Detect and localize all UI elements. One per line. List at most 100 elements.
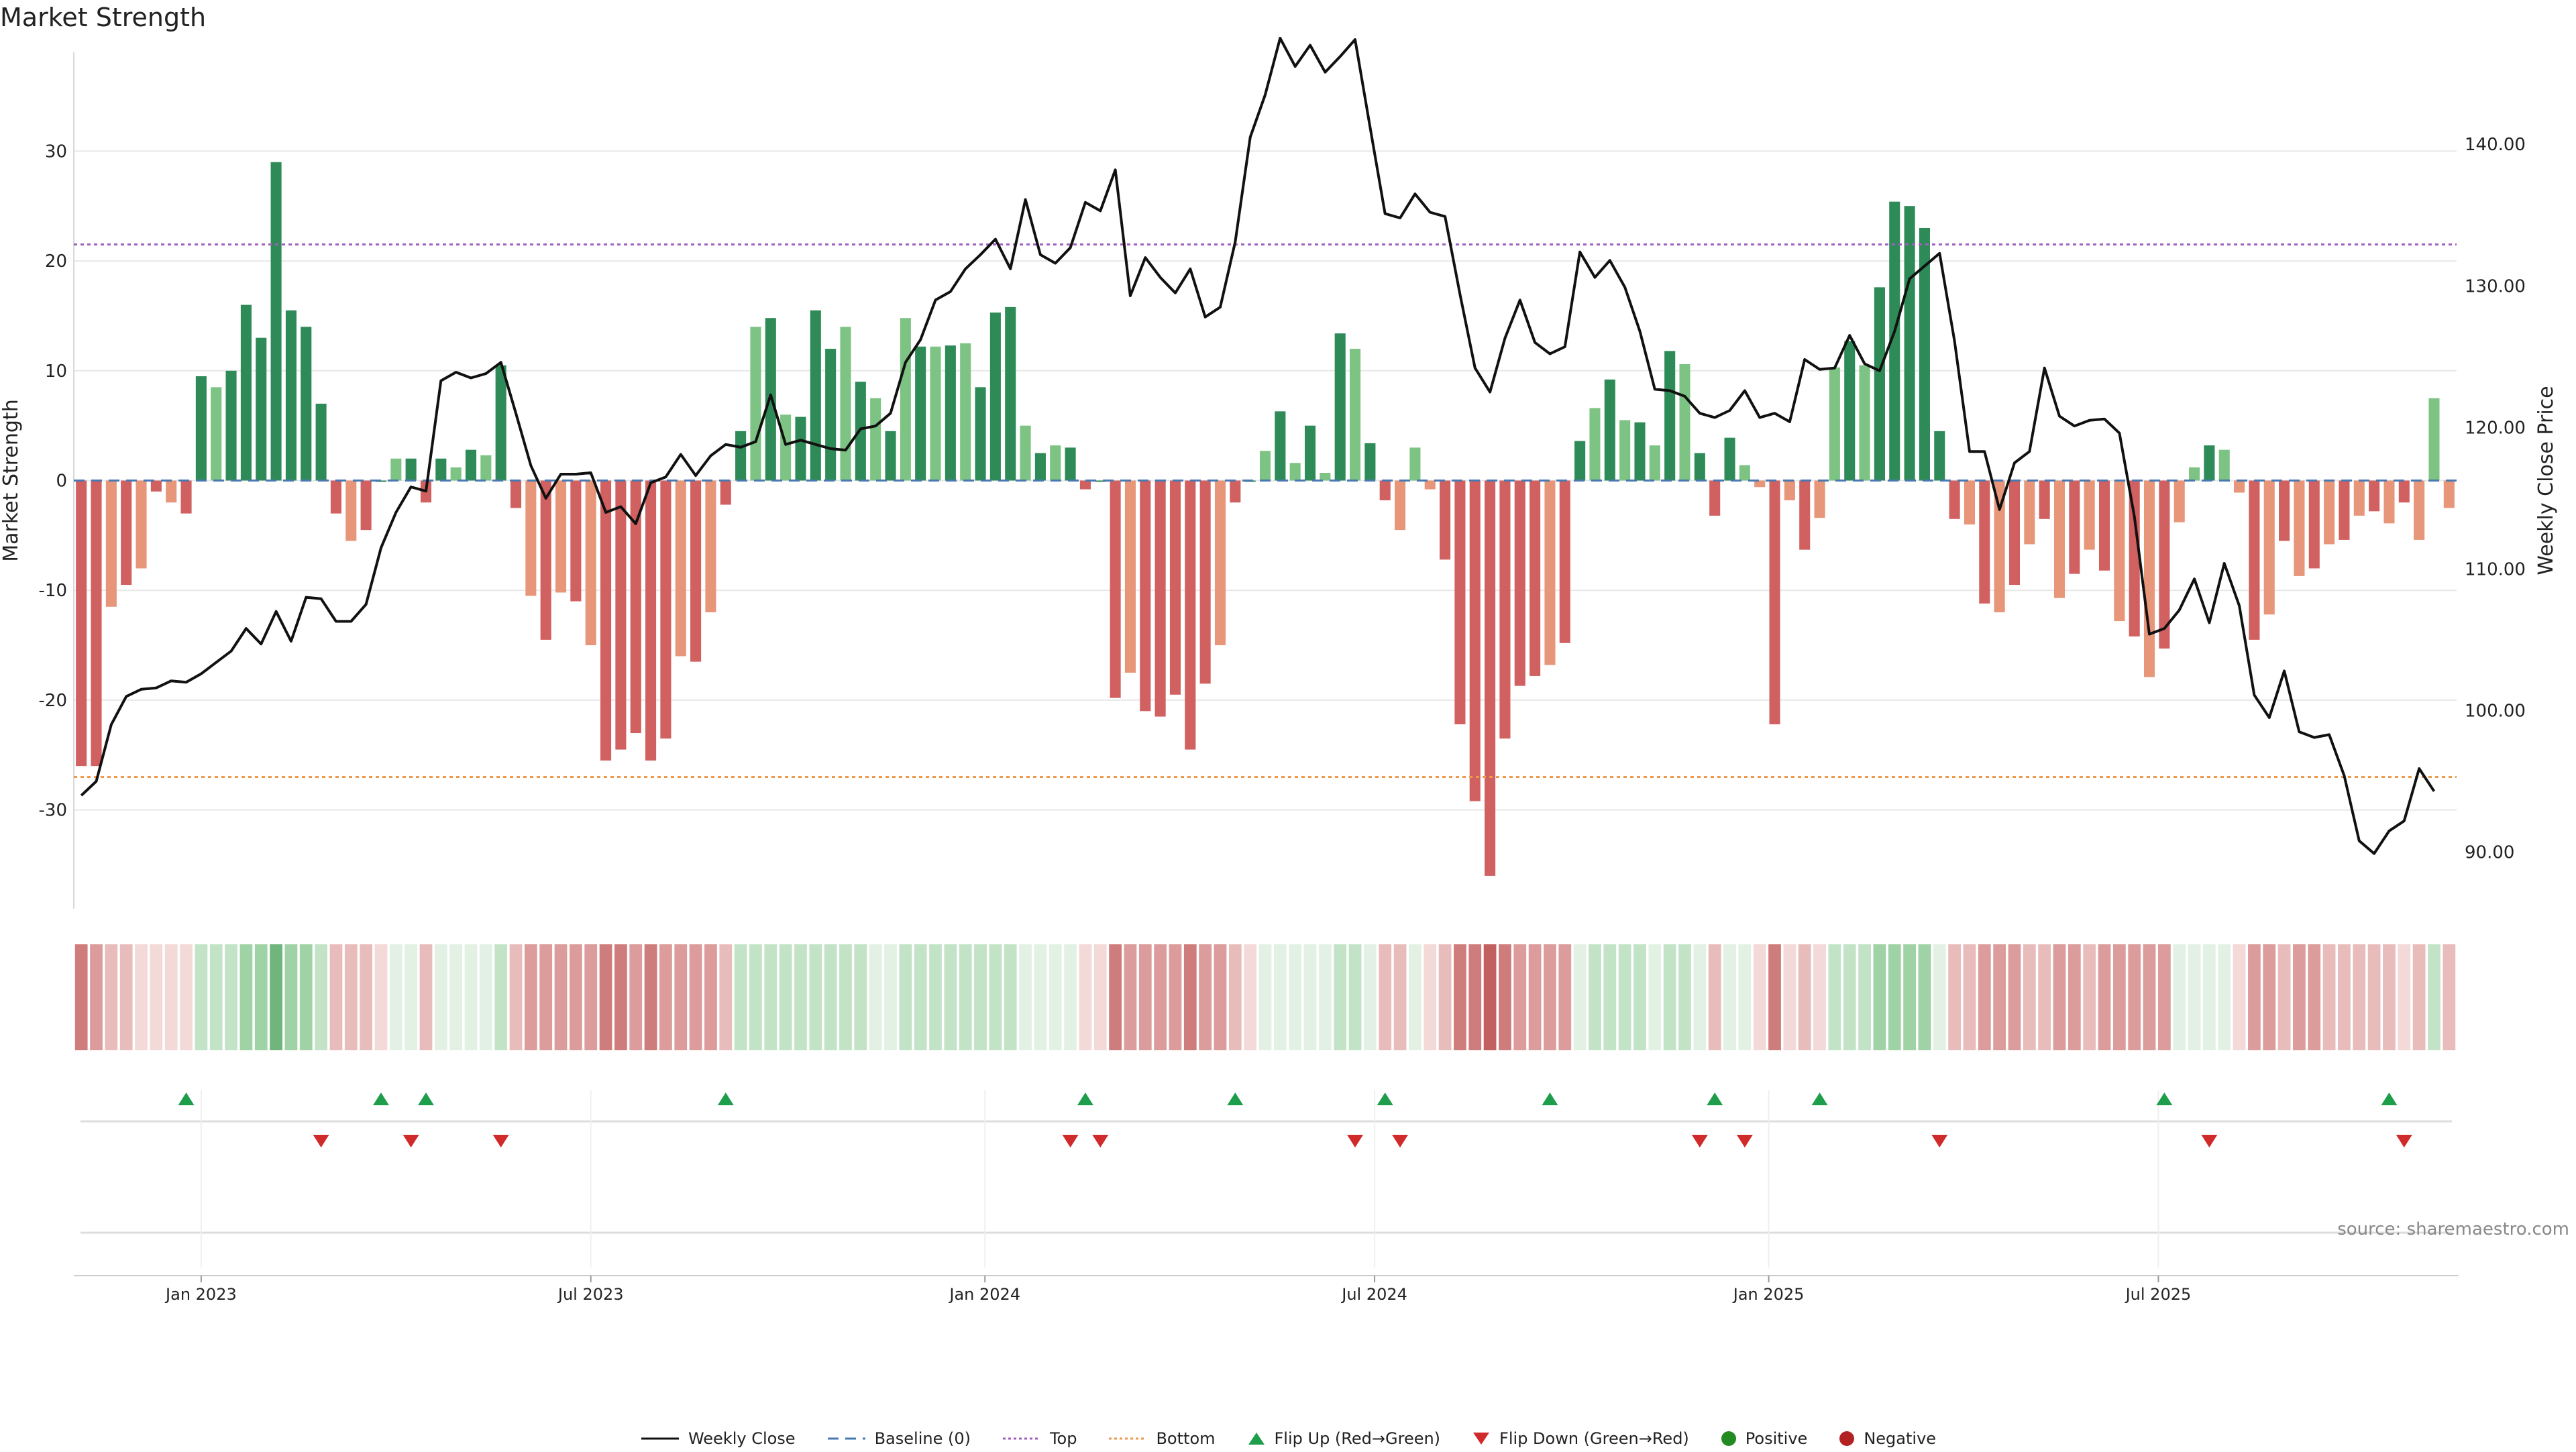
strength-strip-cell xyxy=(2053,944,2066,1050)
strength-strip-cell xyxy=(659,944,672,1050)
x-tick-label: Jan 2025 xyxy=(1732,1285,1805,1304)
strength-strip-cell xyxy=(329,944,343,1050)
y-tick-label: 0 xyxy=(56,471,67,492)
strength-strip-cell xyxy=(2428,944,2440,1050)
flip-down-marker xyxy=(2201,1135,2218,1148)
strength-bar xyxy=(2383,480,2395,524)
flip-down-marker xyxy=(1691,1135,1708,1148)
strength-bar xyxy=(705,480,716,612)
strength-strip-cell xyxy=(2367,944,2381,1050)
strength-strip-cell xyxy=(1708,944,1721,1050)
strength-bar xyxy=(345,480,357,541)
strength-bar xyxy=(915,346,926,481)
strength-bar xyxy=(2204,445,2215,481)
legend-item-flip-down[interactable]: Flip Down (Green→Red) xyxy=(1471,1429,1689,1448)
strength-bar xyxy=(1769,480,1780,724)
weekly-close-swatch-icon xyxy=(641,1437,679,1440)
strength-strip-cell xyxy=(2233,944,2246,1050)
strength-strip-cell xyxy=(449,944,463,1050)
strength-bar xyxy=(330,480,341,514)
strength-strip-cell xyxy=(1034,944,1047,1050)
strength-strip-cell xyxy=(270,944,282,1050)
strength-bar xyxy=(1739,465,1750,481)
strength-strip-cell xyxy=(1783,944,1796,1050)
y-tick-label: -20 xyxy=(39,691,67,711)
strength-strip-cell xyxy=(2277,944,2291,1050)
strength-strip-cell xyxy=(1723,944,1736,1050)
y2-tick-label: 140.00 xyxy=(2465,135,2526,155)
strength-strip-cell xyxy=(225,944,237,1050)
strength-strip-cell xyxy=(1589,944,1601,1050)
strength-strip-cell xyxy=(1603,944,1617,1050)
legend-item-top[interactable]: Top xyxy=(1002,1429,1077,1448)
strength-bar xyxy=(810,310,821,481)
strength-bar xyxy=(2414,480,2425,540)
flip-up-marker xyxy=(1811,1093,1828,1105)
legend-item-baseline[interactable]: Baseline (0) xyxy=(826,1429,971,1448)
strength-strip-cell xyxy=(1273,944,1287,1050)
y2-tick-label: 120.00 xyxy=(2465,418,2526,438)
strength-bar xyxy=(975,387,986,481)
strength-strip-cell xyxy=(2293,944,2306,1050)
strength-bar xyxy=(1379,480,1391,500)
strength-strip-cell xyxy=(764,944,777,1050)
strength-strip-cell xyxy=(689,944,702,1050)
strength-bar xyxy=(76,480,87,767)
strength-bar xyxy=(1904,206,1915,481)
flip-down-marker xyxy=(1347,1135,1364,1148)
strength-strip-cell xyxy=(1303,944,1317,1050)
legend-item-bottom[interactable]: Bottom xyxy=(1108,1429,1216,1448)
strength-strip-cell xyxy=(1079,944,1092,1050)
strength-strip-cell xyxy=(2023,944,2036,1050)
strength-bar xyxy=(1140,480,1151,712)
legend-item-negative[interactable]: Negative xyxy=(1838,1429,1936,1448)
triangle-up-icon xyxy=(1248,1433,1265,1445)
y2-tick-label: 130.00 xyxy=(2465,276,2526,296)
strength-bar xyxy=(2174,480,2185,522)
strength-bar xyxy=(1020,425,1031,481)
strength-strip-cell xyxy=(929,944,942,1050)
strength-strip-cell xyxy=(1483,944,1497,1050)
strength-bar xyxy=(1304,425,1316,481)
y2-tick-label: 100.00 xyxy=(2465,701,2526,721)
strength-strip-cell xyxy=(135,944,148,1050)
strength-strip-cell xyxy=(584,944,598,1050)
strength-bar xyxy=(900,318,911,481)
strength-strip-cell xyxy=(959,944,972,1050)
flip-up-marker xyxy=(178,1093,195,1105)
strength-bar xyxy=(405,458,417,481)
strength-bar xyxy=(1829,367,1840,481)
strength-strip-cell xyxy=(1933,944,1946,1050)
legend-item-weekly-close[interactable]: Weekly Close xyxy=(640,1429,796,1448)
strength-strip-cell xyxy=(1004,944,1017,1050)
strength-strip-cell xyxy=(629,944,643,1050)
strength-bar xyxy=(945,345,956,481)
negative-dot-icon xyxy=(1839,1431,1855,1446)
strength-strip-cell xyxy=(809,944,822,1050)
strength-strip-cell xyxy=(374,944,388,1050)
strength-bar xyxy=(1889,201,1900,481)
legend-item-flip-up[interactable]: Flip Up (Red→Green) xyxy=(1246,1429,1440,1448)
strength-bar xyxy=(1349,349,1361,481)
legend-label: Flip Down (Green→Red) xyxy=(1499,1429,1689,1448)
strength-bar xyxy=(285,310,297,481)
flip-up-marker xyxy=(1707,1093,1723,1105)
legend: Weekly Close Baseline (0) Top Bottom Fli… xyxy=(0,1425,2576,1452)
strength-strip-cell xyxy=(2263,944,2276,1050)
y2-tick-label: 90.00 xyxy=(2465,843,2514,863)
legend-item-positive[interactable]: Positive xyxy=(1720,1429,1807,1448)
strength-bar xyxy=(195,376,207,481)
strength-bar xyxy=(1544,480,1556,665)
strength-bar xyxy=(1034,453,1046,481)
strength-bar xyxy=(91,480,102,767)
strength-strip-cell xyxy=(1858,944,1871,1050)
strength-strip-cell xyxy=(1663,944,1676,1050)
strength-bar xyxy=(1440,480,1451,560)
strength-strip-cell xyxy=(105,944,118,1050)
strength-bar xyxy=(795,416,806,481)
strength-strip-cell xyxy=(824,944,837,1050)
strength-bar xyxy=(1964,480,1976,524)
strength-strip-cell xyxy=(509,944,523,1050)
strength-bar xyxy=(2143,480,2155,677)
